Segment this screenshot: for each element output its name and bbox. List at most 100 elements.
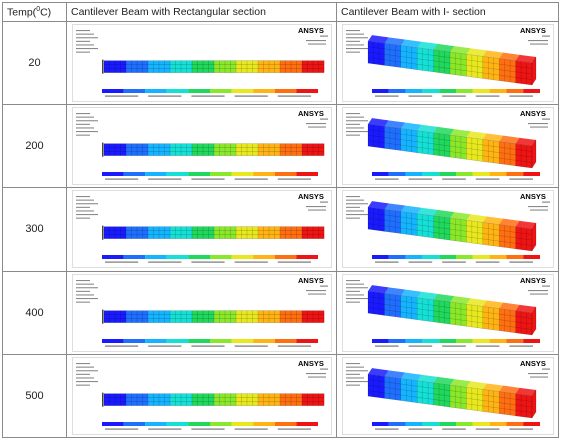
legend-swatch	[274, 338, 296, 343]
contour-band-top	[383, 370, 405, 379]
plot-info-line	[529, 209, 548, 212]
legend-swatch	[144, 172, 167, 177]
legend-swatch	[505, 338, 523, 343]
plot-info-line	[541, 118, 550, 120]
legend-tick-label	[234, 178, 268, 180]
legend-swatch	[522, 421, 540, 426]
contour-band-top	[449, 129, 471, 138]
legend-tick-label	[441, 95, 466, 97]
temperature-cell: 200	[2, 104, 67, 189]
plot-info-line	[527, 40, 548, 42]
plot-info-line	[345, 51, 360, 53]
plot-info-line	[75, 44, 94, 46]
plot-info-line	[345, 301, 360, 303]
legend-swatch	[144, 255, 167, 260]
legend-swatch	[209, 255, 232, 260]
legend-swatch	[438, 338, 456, 343]
plot-info-line	[345, 40, 360, 42]
contour-band-top	[515, 387, 536, 396]
beam-end-cap	[531, 389, 536, 419]
mesh-line	[367, 146, 532, 169]
legend-swatch	[123, 89, 145, 94]
rectangular-column-header: Cantilever Beam with Rectangular section	[66, 2, 337, 22]
legend-tick-label	[147, 345, 181, 347]
plot-info-line	[75, 286, 98, 288]
plot-info-line	[319, 35, 328, 37]
legend-tick-label	[374, 345, 399, 347]
legend-tick-label	[475, 261, 499, 264]
legend-swatch	[166, 255, 188, 260]
plot-info-line	[345, 279, 360, 281]
ansys-logo: ANSYS	[298, 26, 324, 35]
legend-swatch	[187, 89, 210, 94]
plot-info-line	[345, 120, 368, 122]
beam-end-cap	[531, 56, 536, 86]
ansys-logo: ANSYS	[520, 109, 546, 118]
ansys-logo: ANSYS	[520, 26, 546, 35]
plot-info-line	[345, 366, 364, 368]
legend-tick-label	[234, 428, 268, 430]
plot-info-line	[75, 120, 98, 122]
ibeam-plot-cell: ANSYS	[336, 104, 559, 189]
result-row: 500 ANSYS ANSYS	[2, 353, 559, 439]
plot-info-line	[75, 380, 98, 382]
plot-info-line	[305, 123, 326, 125]
legend-tick-label	[441, 345, 466, 347]
legend-swatch	[455, 172, 473, 177]
legend-tick-label	[234, 95, 268, 97]
legend-swatch	[209, 89, 232, 94]
contour-band-top	[482, 133, 503, 142]
beam-end-cap	[531, 306, 536, 336]
plot-info-line	[75, 377, 94, 379]
legend-tick-label	[374, 178, 399, 180]
mesh-line	[367, 124, 532, 147]
legend-tick-label	[374, 261, 399, 264]
mesh-line	[367, 207, 532, 230]
legend-tick-label	[441, 428, 466, 430]
legend-swatch	[505, 421, 523, 426]
legend-tick-label	[475, 95, 499, 97]
plot-info-line	[307, 376, 326, 378]
legend-swatch	[144, 338, 167, 343]
legend-swatch	[421, 421, 439, 426]
legend-swatch	[231, 172, 253, 177]
contour-band-top	[482, 383, 503, 392]
contour-band-top	[383, 203, 405, 213]
plot-info-line	[345, 380, 368, 382]
contour-band-top	[367, 201, 389, 210]
ansys-logo: ANSYS	[520, 192, 546, 201]
mesh-line	[367, 135, 532, 158]
ansys-logo: ANSYS	[298, 192, 324, 201]
contour-band-top	[498, 219, 520, 228]
legend-tick-label	[508, 95, 533, 97]
legend-swatch	[274, 255, 296, 260]
legend-swatch	[421, 172, 439, 177]
legend-swatch	[505, 255, 523, 260]
legend-swatch	[295, 421, 318, 426]
legend-swatch	[209, 421, 232, 426]
i-beam-contour	[367, 201, 536, 252]
legend-swatch	[522, 338, 540, 343]
contour-band-top	[383, 120, 405, 129]
legend-tick-label	[277, 178, 311, 180]
temperature-column-header: Temp(0C)	[2, 2, 67, 22]
legend-tick-label	[104, 261, 138, 264]
mesh-line	[367, 41, 532, 64]
mesh-line	[367, 395, 532, 418]
legend-swatch	[123, 255, 145, 260]
contour-band-top	[367, 284, 389, 294]
contour-band-top	[449, 212, 471, 221]
plot-info-line	[75, 297, 98, 299]
plot-info-line	[529, 43, 548, 45]
contour-band-top	[400, 205, 421, 215]
plot-info-line	[345, 203, 368, 205]
plot-info-line	[527, 123, 548, 125]
ibeam-plot: ANSYS	[341, 273, 554, 352]
temperature-cell: 20	[2, 20, 67, 106]
legend-swatch	[472, 172, 490, 177]
legend-swatch	[209, 338, 232, 343]
plot-info-line	[75, 200, 94, 202]
plot-info-line	[75, 279, 90, 281]
legend-swatch	[455, 255, 473, 260]
plot-info-line	[529, 126, 548, 128]
